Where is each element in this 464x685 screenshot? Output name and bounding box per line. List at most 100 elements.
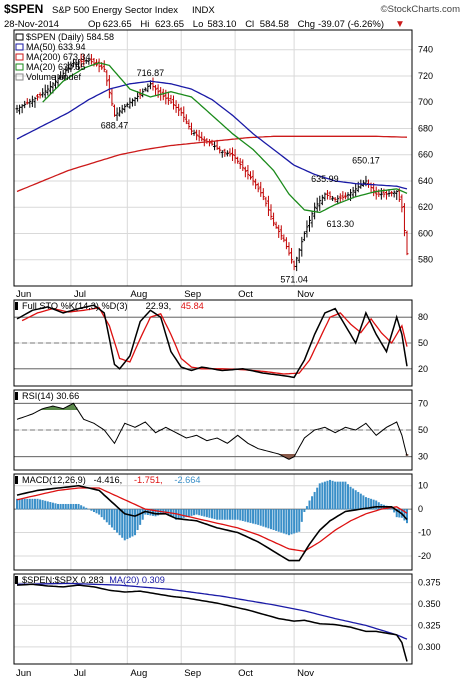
quote-label-chg: Chg bbox=[298, 19, 315, 30]
legend-entry-ma20: MA(20) 630.55 bbox=[26, 62, 86, 72]
price-bar bbox=[318, 195, 322, 211]
price-bar bbox=[305, 220, 309, 238]
panel-frame-sto bbox=[13, 299, 413, 387]
price-bar bbox=[146, 83, 150, 93]
y-tick-labels-sto: 20 50 80 bbox=[418, 312, 428, 374]
macd-histogram-bar bbox=[336, 481, 339, 510]
y-tick-label: 10 bbox=[418, 481, 428, 491]
macd-histogram-bar bbox=[205, 509, 208, 518]
macd-histogram-bar bbox=[298, 509, 301, 532]
macd-histogram-bar bbox=[367, 497, 370, 510]
price-bar bbox=[402, 203, 406, 237]
price-bar bbox=[141, 88, 145, 98]
price-bar bbox=[46, 84, 50, 96]
plot-macd bbox=[14, 479, 412, 562]
price-bar bbox=[236, 156, 240, 164]
panel-frame-ratio bbox=[13, 573, 413, 665]
price-bar bbox=[110, 88, 114, 107]
macd-histogram-bar bbox=[282, 509, 285, 534]
price-annotation: 571.04 bbox=[280, 275, 308, 285]
price-bar bbox=[115, 107, 119, 121]
price-bar bbox=[248, 171, 252, 180]
month-label: Aug bbox=[130, 668, 147, 679]
price-annotation: 688.47 bbox=[101, 120, 129, 130]
macd-histogram-bar bbox=[108, 509, 111, 525]
macd-histogram-bar bbox=[41, 500, 44, 510]
quote-label-lo: Lo bbox=[193, 19, 204, 30]
price-bar bbox=[328, 191, 332, 200]
macd-histogram-bar bbox=[72, 503, 75, 510]
y-tick-label: 660 bbox=[418, 150, 433, 160]
price-bar bbox=[105, 69, 109, 86]
macd-histogram-bar bbox=[372, 499, 375, 510]
price-bar bbox=[243, 166, 247, 178]
macd-histogram-bar bbox=[323, 481, 326, 510]
y-tick-label: 50 bbox=[418, 425, 428, 435]
macd-histogram-bar bbox=[277, 509, 280, 532]
macd-histogram-bar bbox=[185, 509, 188, 518]
y-tick-label: 0.300 bbox=[418, 642, 441, 652]
plot-price bbox=[15, 53, 409, 272]
macd-histogram-bar bbox=[270, 509, 273, 530]
macd-histogram-bar bbox=[236, 509, 239, 520]
chart-header: $SPEN S&P 500 Energy Sector Index INDX ©… bbox=[4, 2, 460, 30]
macd-histogram-bar bbox=[57, 503, 60, 510]
price-bar bbox=[143, 87, 147, 92]
price-bar bbox=[128, 97, 132, 109]
price-bar bbox=[64, 67, 68, 81]
price-bar bbox=[231, 147, 235, 162]
quote-value-cl: 584.58 bbox=[260, 19, 289, 30]
legend-rsi: RSI(14) 30.66 bbox=[15, 391, 79, 401]
macd-histogram-bar bbox=[39, 499, 42, 510]
price-bar bbox=[333, 197, 337, 203]
macd-histogram-bar bbox=[80, 505, 83, 510]
y-tick-labels-ratio: 0.300 0.325 0.350 0.375 bbox=[418, 578, 441, 652]
legend-entry-ma200: MA(200) 673.34 bbox=[26, 52, 91, 62]
macd-histogram-bar bbox=[259, 509, 262, 526]
price-bar bbox=[166, 91, 170, 105]
macd-histogram-bar bbox=[254, 509, 257, 525]
macd-histogram-bar bbox=[18, 498, 21, 510]
ma50-line bbox=[16, 80, 408, 190]
macd-histogram-bar bbox=[331, 480, 334, 510]
month-label: Jul bbox=[74, 668, 86, 679]
y-tick-label: 20 bbox=[418, 364, 428, 374]
macd-histogram-bar bbox=[316, 487, 319, 510]
macd-histogram-bar bbox=[67, 503, 70, 510]
price-bar bbox=[251, 170, 255, 186]
macd-histogram-bar bbox=[364, 497, 367, 510]
macd-histogram-bar bbox=[293, 509, 296, 534]
month-label: Oct bbox=[238, 668, 253, 679]
macd-histogram-bar bbox=[267, 509, 270, 529]
macd-histogram-bar bbox=[280, 509, 283, 533]
price-bar bbox=[197, 129, 201, 142]
macd-histogram-bar bbox=[359, 493, 362, 510]
macd-histogram-bar bbox=[377, 502, 380, 510]
plot-ratio bbox=[16, 582, 408, 662]
macd-histogram-bar bbox=[341, 481, 344, 510]
macd-histogram-bar bbox=[287, 509, 290, 536]
macd-histogram-bar bbox=[62, 503, 65, 510]
exchange: INDX bbox=[192, 5, 215, 16]
ma20-line bbox=[42, 62, 408, 214]
macd-histogram-bar bbox=[92, 509, 95, 512]
macd-histogram-bar bbox=[187, 509, 190, 517]
price-bar bbox=[74, 59, 78, 70]
price-bar bbox=[56, 74, 60, 87]
y-tick-label: -10 bbox=[418, 528, 431, 538]
macd-histogram-bar bbox=[164, 509, 167, 513]
price-bar bbox=[41, 88, 45, 98]
y-tick-label: 700 bbox=[418, 97, 433, 107]
legend-ratio: $SPEN:$SPX 0.283 MA(20) 0.309 bbox=[15, 575, 165, 585]
macd-histogram-bar bbox=[49, 502, 52, 510]
macd-histogram-bar bbox=[69, 503, 72, 510]
price-bar bbox=[277, 224, 281, 238]
macd-histogram-bar bbox=[344, 481, 347, 510]
macd-histogram-bar bbox=[21, 498, 24, 510]
macd-histogram-bar bbox=[290, 509, 293, 535]
macd-signal-line bbox=[16, 487, 408, 552]
macd-histogram-bar bbox=[157, 509, 160, 516]
macd-histogram-bar bbox=[352, 488, 355, 510]
legend-entry-macd_hist: -2.664 bbox=[174, 475, 200, 485]
